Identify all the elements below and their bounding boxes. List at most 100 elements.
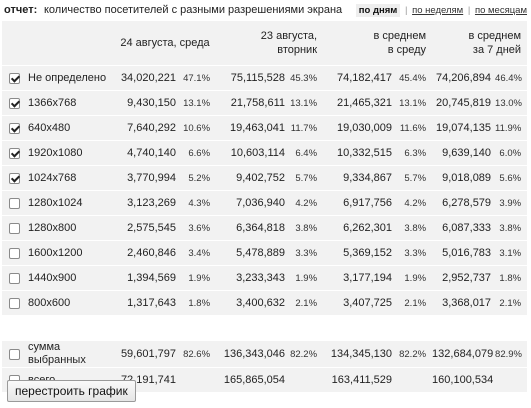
percent-24-aug: 3.4% — [180, 240, 217, 266]
percent-avg-7-days: 3.1% — [495, 240, 528, 266]
row-checkbox-cell — [2, 140, 26, 166]
resolution-name: 1440x900 — [26, 265, 114, 291]
value-23-aug: 10,603,114 — [216, 140, 290, 166]
percent-24-aug: 1.9% — [180, 265, 217, 291]
percent-23-aug: 11.7% — [289, 115, 324, 141]
period-switcher: по дням | по неделям | по месяцам — [355, 4, 527, 17]
row-checkbox[interactable] — [8, 247, 20, 259]
row-checkbox[interactable] — [8, 72, 20, 84]
row-checkbox[interactable] — [8, 122, 20, 134]
percent-24-aug: 4.3% — [180, 190, 217, 216]
resolution-name: 1280x1024 — [26, 190, 114, 216]
row-checkbox-cell — [2, 90, 26, 116]
column-header-23-aug-line2: вторник — [277, 44, 318, 56]
column-header-avg-wednesday: в среднем в среду — [323, 21, 433, 66]
column-header-avg-wednesday-line1: в среднем — [373, 30, 427, 42]
value-avg-7-days: 9,639,140 — [432, 140, 496, 166]
value-avg-7-days: 74,206,894 — [432, 65, 496, 91]
column-header-avg-wednesday-line2: в среду — [387, 44, 427, 56]
row-checkbox-cell — [2, 115, 26, 141]
value-24-aug: 34,020,221 — [114, 65, 180, 91]
table-row: 640x480 7,640,292 10.6% 19,463,041 11.7% 19,0… — [2, 115, 528, 141]
percent-24-aug: 3.6% — [180, 215, 217, 241]
percent-avg-7-days: 46.4% — [495, 65, 528, 91]
column-header-avg-7-days-line2: за 7 дней — [472, 44, 522, 56]
sum-percent-avg-wednesday: 82.2% — [396, 340, 433, 368]
table-row: 1600x1200 2,460,846 3.4% 5,478,889 3.3% 5,369… — [2, 240, 528, 266]
header-checkbox-cell — [2, 21, 26, 66]
period-separator: | — [467, 5, 471, 16]
column-header-avg-7-days-line1: в среднем — [468, 30, 522, 42]
value-23-aug: 3,233,343 — [216, 265, 290, 291]
resolution-name: 1600x1200 — [26, 240, 114, 266]
period-by-weeks-link[interactable]: по неделям — [412, 5, 464, 16]
table-row: 1440x900 1,394,569 1.9% 3,233,343 1.9% 3,177,… — [2, 265, 528, 291]
percent-avg-7-days: 2.1% — [495, 290, 528, 316]
total-percent-avg-7-days — [495, 367, 528, 393]
value-avg-7-days: 5,016,783 — [432, 240, 496, 266]
period-separator: | — [404, 5, 408, 16]
period-by-days[interactable]: по дням — [355, 4, 401, 17]
column-header-23-aug-line1: 23 августа, — [260, 30, 318, 42]
sum-selected-row: сумма выбранных 59,601,797 82.6% 136,343… — [2, 340, 528, 368]
percent-23-aug: 45.3% — [289, 65, 324, 91]
percent-avg-wednesday: 11.6% — [396, 115, 433, 141]
value-23-aug: 3,400,632 — [216, 290, 290, 316]
resolution-name: Не определено — [26, 65, 114, 91]
percent-24-aug: 47.1% — [180, 65, 217, 91]
total-value-avg-7-days: 160,100,534 — [432, 367, 496, 393]
row-checkbox-cell — [2, 290, 26, 316]
table-row: Не определено 34,020,221 47.1% 75,115,528 45… — [2, 65, 528, 91]
percent-avg-7-days: 1.8% — [495, 265, 528, 291]
row-checkbox[interactable] — [8, 172, 20, 184]
column-header-23-aug: 23 августа, вторник — [216, 21, 324, 66]
value-23-aug: 7,036,940 — [216, 190, 290, 216]
sum-percent-avg-7-days: 82.9% — [495, 340, 528, 368]
row-checkbox[interactable] — [8, 97, 20, 109]
row-checkbox[interactable] — [8, 272, 20, 284]
column-header-avg-7-days: в среднем за 7 дней — [432, 21, 528, 66]
percent-23-aug: 6.4% — [289, 140, 324, 166]
table-row: 1280x800 2,575,545 3.6% 6,364,818 3.8% 6,262,… — [2, 215, 528, 241]
sum-checkbox-cell — [2, 340, 26, 368]
row-checkbox[interactable] — [8, 197, 20, 209]
percent-23-aug: 5.7% — [289, 165, 324, 191]
period-by-months-link[interactable]: по месяцам — [474, 5, 527, 16]
total-percent-24-aug — [180, 367, 217, 393]
table-row: 1920x1080 4,740,140 6.6% 10,603,114 6.4% 10,3… — [2, 140, 528, 166]
report-header: отчет: количество посетителей с разными … — [0, 0, 531, 20]
report-label: отчет: — [4, 4, 38, 16]
sum-percent-24-aug: 82.6% — [180, 340, 217, 368]
percent-avg-7-days: 6.0% — [495, 140, 528, 166]
resolution-name: 640x480 — [26, 115, 114, 141]
value-24-aug: 3,123,269 — [114, 190, 180, 216]
row-checkbox[interactable] — [8, 297, 20, 309]
value-avg-wednesday: 19,030,009 — [323, 115, 397, 141]
row-checkbox[interactable] — [8, 222, 20, 234]
sum-value-24-aug: 59,601,797 — [114, 340, 180, 368]
row-checkbox-cell — [2, 215, 26, 241]
percent-avg-wednesday: 5.7% — [396, 165, 433, 191]
total-value-23-aug: 165,865,054 — [216, 367, 290, 393]
resolution-stats-table: 24 августа, среда 23 августа, вторник в … — [2, 21, 528, 393]
value-23-aug: 19,463,041 — [216, 115, 290, 141]
percent-avg-wednesday: 45.4% — [396, 65, 433, 91]
value-avg-wednesday: 6,917,756 — [323, 190, 397, 216]
value-avg-7-days: 19,074,135 — [432, 115, 496, 141]
value-23-aug: 75,115,528 — [216, 65, 290, 91]
value-avg-wednesday: 21,465,321 — [323, 90, 397, 116]
row-checkbox-cell — [2, 265, 26, 291]
percent-avg-wednesday: 3.8% — [396, 215, 433, 241]
row-checkbox[interactable] — [8, 147, 20, 159]
column-header-24-aug: 24 августа, среда — [114, 21, 217, 66]
total-value-avg-wednesday: 163,411,529 — [323, 367, 397, 393]
percent-23-aug: 1.9% — [289, 265, 324, 291]
value-24-aug: 1,394,569 — [114, 265, 180, 291]
sum-selected-checkbox[interactable] — [8, 348, 20, 360]
percent-24-aug: 13.1% — [180, 90, 217, 116]
sum-label-line1: сумма — [28, 341, 61, 353]
rebuild-chart-button[interactable]: перестроить график — [7, 380, 136, 402]
value-avg-7-days: 6,278,579 — [432, 190, 496, 216]
row-checkbox-cell — [2, 165, 26, 191]
total-percent-23-aug — [289, 367, 324, 393]
